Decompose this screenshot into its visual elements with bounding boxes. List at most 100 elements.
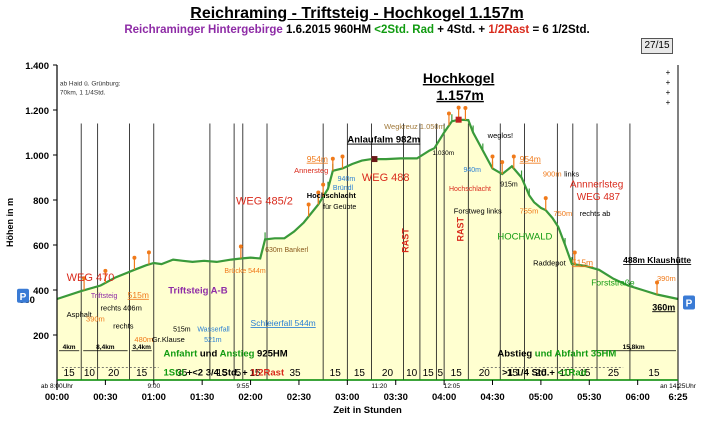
time-note: an 14:25Uhr (660, 383, 697, 390)
annotation-label: Wasserfall (197, 327, 230, 334)
x-tick-label: 01:30 (190, 392, 214, 403)
subtitle-date: 1.6.2015 (286, 24, 331, 36)
x-tick-label: 03:30 (384, 392, 408, 403)
parking-icon-label: P (20, 292, 27, 303)
annotation-label: 954m (520, 154, 541, 164)
segment-duration-label: 15 (507, 368, 519, 379)
annotation-label: 390m (657, 274, 676, 283)
y-tick-label: 800 (33, 196, 49, 207)
segment-duration-label: 15 (330, 368, 342, 379)
corner-plus: + (666, 78, 671, 87)
flag-marker-dot (321, 182, 326, 187)
time-note: 12:05 (444, 383, 461, 390)
annotation-label: rechts (113, 321, 134, 330)
flag-marker-dot (82, 276, 87, 281)
annotation-label: ab Haid ü. Grünburg: (60, 80, 121, 87)
annotation-label: 900m (543, 169, 562, 178)
time-note: 9:00 (147, 383, 160, 390)
annotation-label: WEG 485/2 (236, 196, 293, 208)
segment-duration-label: 25 (608, 368, 620, 379)
annotation-label: Raddepot (533, 258, 566, 267)
segment-duration-label: 10 (84, 368, 96, 379)
flag-marker-dot (446, 111, 451, 116)
annotation-label: für Geübte (323, 204, 356, 211)
corner-plus: + (666, 88, 671, 97)
flag-marker-dot (456, 105, 461, 110)
annotation-label: WEG 488 (362, 172, 410, 184)
annotation-label: Brücke 544m (224, 268, 265, 275)
segment-duration-label: 35 (176, 368, 188, 379)
annotation-label: 1.030m (433, 150, 455, 157)
annotation-label: Wegkreuz 1.050m (384, 122, 445, 131)
segment-duration-label: 15 (579, 368, 591, 379)
annotation-label: Hochschlacht (307, 191, 357, 200)
page-indicator-button[interactable]: 27/15 (641, 38, 673, 54)
annotation-label: 360m (652, 302, 675, 312)
rad-segment-label: 3,4km (132, 344, 151, 351)
annotation-label: 630m Bankerl (265, 247, 309, 254)
annotation-label: weglos! (487, 131, 513, 140)
info-descent-line2: >1 1/4 Std.+ <1Rad (502, 368, 586, 379)
y-tick-label: 1.200 (25, 106, 49, 117)
x-tick-label: 05:00 (529, 392, 553, 403)
x-tick-label: 01:00 (142, 392, 166, 403)
y-tick-label: 200 (33, 331, 49, 342)
annotation-label: 915m (500, 182, 518, 189)
annotation-label: rechts 406m (101, 303, 142, 312)
segment-duration-label: 5 (437, 368, 443, 379)
annotation-label: Triftsteig (91, 293, 118, 300)
annotation-label: 488m Klaushütte (623, 255, 691, 265)
x-tick-label: 02:30 (287, 392, 311, 403)
flag-marker-dot (543, 196, 548, 201)
flag-marker-dot (132, 255, 137, 260)
annotation-label: Gr.Klause (152, 335, 185, 344)
annotation-label: 515m (173, 327, 191, 334)
x-tick-label: 02:00 (238, 392, 262, 403)
rad-segment-label: 8,4km (96, 344, 115, 351)
x-end-label: 6:25 (668, 392, 688, 403)
annotation-label: 755m (520, 207, 539, 216)
annotation-label: WEG 487 (577, 192, 621, 203)
segment-duration-label: 20 (535, 368, 547, 379)
y-tick-label: 1.400 (25, 61, 49, 72)
subtitle-rast: 1/2Rast (488, 24, 530, 36)
annotation-label: 390m (86, 315, 105, 324)
parking-icon (683, 295, 695, 310)
subtitle-plus: + 4Std. + (434, 24, 489, 36)
segment-duration-label: 35 (290, 368, 302, 379)
annotation-label: Forststraße (591, 278, 635, 288)
info-ascent-line1: Anfahrt und Anstieg 925HM (163, 348, 287, 359)
time-note: 9:55 (236, 383, 249, 390)
y-axis-title: Höhen in m (5, 198, 15, 247)
annotation-label: Annnerlsteg (570, 180, 623, 191)
segment-duration-label: 5 (236, 368, 242, 379)
x-tick-label: 04:00 (432, 392, 456, 403)
subtitle-rad: <2Std. Rad (374, 24, 435, 36)
annotation-label: Triftsteig A-B (168, 285, 227, 296)
annotation-label: links (564, 169, 579, 178)
segment-duration-label: 15 (216, 368, 228, 379)
y-tick-label: 400 (33, 286, 49, 297)
x-tick-label: 05:30 (577, 392, 601, 403)
flag-marker-dot (330, 156, 335, 161)
segment-duration-label: 15 (136, 368, 148, 379)
profile-line (56, 118, 679, 301)
parking-icon (17, 288, 29, 303)
x-tick-label: 04:30 (480, 392, 504, 403)
annotation-label: Anlaufalm 982m (347, 135, 420, 146)
subtitle-total: = 6 1/2Std. (529, 24, 590, 36)
corner-plus: + (666, 68, 671, 77)
annotation-label: Hochkogel (423, 70, 495, 86)
summit-marker (455, 116, 462, 123)
x-tick-label: 00:00 (45, 392, 69, 403)
annotation-label: HOCHWALD (497, 231, 552, 242)
segment-duration-label: 15 (423, 368, 435, 379)
time-note: ab 8:00Uhr (41, 383, 74, 390)
y-tick-label: 1.000 (25, 151, 49, 162)
flag-marker-dot (103, 268, 108, 273)
annotation-label: 940m (463, 167, 481, 174)
segment-duration-label: 15 (64, 368, 76, 379)
annotation-label: rechts ab (580, 209, 611, 218)
x-tick-label: 06:00 (626, 392, 650, 403)
